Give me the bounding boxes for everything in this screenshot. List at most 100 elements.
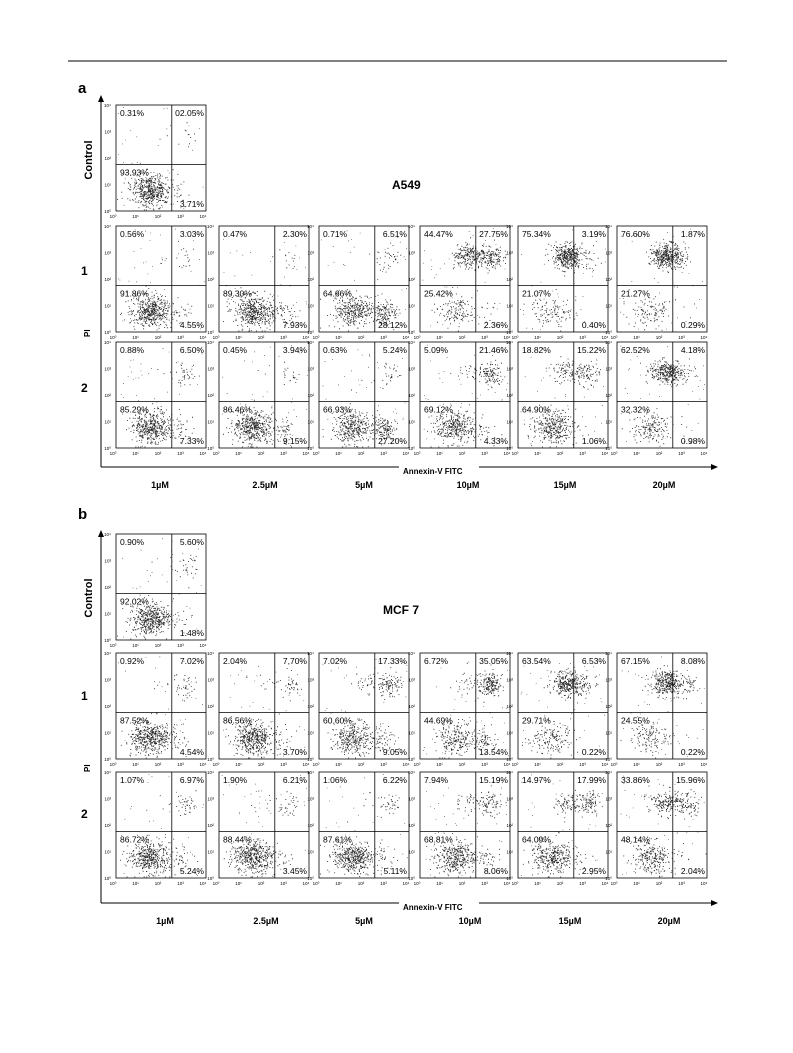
quadrant-lower-left: 87.61% bbox=[323, 834, 352, 844]
x-tick-label: 10³ bbox=[579, 881, 586, 886]
concentration-label: 2.5µM bbox=[252, 480, 277, 490]
quadrant-lower-left: 88.44% bbox=[223, 834, 252, 844]
x-tick-label: 10² bbox=[358, 335, 365, 340]
y-tick-label: 10¹ bbox=[506, 731, 513, 736]
x-tick-label: 10³ bbox=[177, 643, 184, 648]
plot-frame bbox=[517, 652, 609, 760]
x-tick-label: 10² bbox=[459, 881, 466, 886]
quadrant-lower-right: 7.33% bbox=[180, 436, 205, 446]
quadrant-lower-left: 21.07% bbox=[522, 288, 551, 298]
y-tick-label: 10⁴ bbox=[307, 651, 314, 656]
quadrant-lower-right: 3.71% bbox=[180, 199, 205, 209]
row-label-control: Control bbox=[83, 578, 95, 617]
y-tick-label: 10⁰ bbox=[408, 876, 415, 881]
concentration-label: 10µM bbox=[459, 916, 482, 926]
y-tick-label: 10³ bbox=[307, 797, 314, 802]
quadrant-upper-left: 0.45% bbox=[223, 345, 248, 355]
quadrant-lower-right: 3.70% bbox=[283, 747, 308, 757]
x-tick-label: 10² bbox=[557, 451, 564, 456]
y-tick-label: 10² bbox=[605, 393, 612, 398]
quadrant-lower-right: 9.05% bbox=[383, 747, 408, 757]
scatter-events bbox=[222, 345, 308, 448]
quadrant-upper-left: 7.94% bbox=[424, 775, 449, 785]
y-tick-label: 10⁰ bbox=[506, 757, 513, 762]
quadrant-lower-right: 8.06% bbox=[484, 866, 509, 876]
y-tick-label: 10¹ bbox=[104, 304, 111, 309]
x-tick-label: 10² bbox=[155, 643, 162, 648]
plot-frame bbox=[616, 225, 708, 333]
y-tick-label: 10² bbox=[408, 704, 415, 709]
x-tick-label: 10⁰ bbox=[512, 881, 519, 886]
x-tick-label: 10¹ bbox=[132, 335, 139, 340]
y-tick-label: 10⁰ bbox=[207, 446, 214, 451]
plot-frame bbox=[517, 225, 609, 333]
concentration-label: 5µM bbox=[355, 916, 373, 926]
x-tick-label: 10⁰ bbox=[313, 451, 320, 456]
y-tick-label: 10⁴ bbox=[605, 651, 612, 656]
quadrant-lower-right: 9.15% bbox=[283, 436, 308, 446]
x-tick-label: 10³ bbox=[579, 335, 586, 340]
y-tick-label: 10⁴ bbox=[207, 651, 214, 656]
y-tick-label: 10³ bbox=[207, 367, 214, 372]
quadrant-upper-left: 44.47% bbox=[424, 229, 453, 239]
plot-frame bbox=[318, 341, 410, 449]
quadrant-lower-right: 27.20% bbox=[378, 436, 407, 446]
x-tick-label: 10³ bbox=[380, 451, 387, 456]
y-tick-label: 10³ bbox=[207, 797, 214, 802]
quadrant-lower-right: 13.54% bbox=[479, 747, 508, 757]
x-tick-label: 10³ bbox=[481, 881, 488, 886]
x-tick-label: 10² bbox=[155, 451, 162, 456]
quadrant-upper-right: 4.18% bbox=[681, 345, 706, 355]
y-tick-label: 10¹ bbox=[307, 731, 314, 736]
quadrant-lower-left: 64.90% bbox=[522, 404, 551, 414]
scatter-events bbox=[620, 656, 705, 759]
quadrant-upper-left: 0.47% bbox=[223, 229, 248, 239]
x-tick-label: 10⁰ bbox=[313, 335, 320, 340]
y-tick-label: 10¹ bbox=[104, 183, 111, 188]
y-tick-label: 10¹ bbox=[408, 731, 415, 736]
cell-line-title: MCF 7 bbox=[383, 603, 419, 617]
x-tick-label: 10² bbox=[557, 762, 564, 767]
y-tick-label: 10¹ bbox=[408, 850, 415, 855]
x-tick-label: 10⁰ bbox=[414, 451, 421, 456]
x-tick-label: 10² bbox=[155, 881, 162, 886]
y-tick-label: 10³ bbox=[104, 130, 111, 135]
y-tick-label: 10⁴ bbox=[104, 224, 111, 229]
quadrant-upper-right: 5.60% bbox=[180, 537, 205, 547]
y-tick-label: 10⁰ bbox=[506, 876, 513, 881]
y-tick-label: 10³ bbox=[307, 367, 314, 372]
y-tick-label: 10² bbox=[307, 704, 314, 709]
quadrant-upper-left: 0.92% bbox=[120, 656, 145, 666]
y-tick-label: 10⁴ bbox=[104, 651, 111, 656]
quadrant-upper-left: 0.63% bbox=[323, 345, 348, 355]
y-tick-label: 10⁰ bbox=[408, 757, 415, 762]
y-tick-label: 10⁴ bbox=[605, 340, 612, 345]
quadrant-upper-left: 0.56% bbox=[120, 229, 145, 239]
x-tick-label: 10² bbox=[155, 762, 162, 767]
y-tick-label: 10⁰ bbox=[104, 638, 111, 643]
quadrant-lower-right: 1.06% bbox=[582, 436, 607, 446]
y-tick-label: 10⁴ bbox=[307, 770, 314, 775]
quadrant-upper-left: 0.88% bbox=[120, 345, 145, 355]
y-tick-label: 10⁰ bbox=[207, 757, 214, 762]
quadrant-lower-left: 32.32% bbox=[621, 404, 650, 414]
y-tick-label: 10⁰ bbox=[104, 209, 111, 214]
y-tick-label: 10¹ bbox=[506, 850, 513, 855]
panel-b: b MCF 7 Annexin-V FITC PI Control 1 2 1µM 2.5µM 5… bbox=[78, 506, 718, 926]
quadrant-lower-left: 64.09% bbox=[522, 834, 551, 844]
quadrant-lower-right: 0.40% bbox=[582, 320, 607, 330]
x-tick-label: 10⁰ bbox=[213, 335, 220, 340]
y-tick-label: 10⁰ bbox=[104, 330, 111, 335]
x-tick-label: 10² bbox=[557, 335, 564, 340]
x-tick-label: 10¹ bbox=[235, 881, 242, 886]
x-tick-label: 10⁰ bbox=[611, 451, 618, 456]
y-tick-label: 10³ bbox=[207, 251, 214, 256]
quadrant-upper-left: 7.02% bbox=[323, 656, 348, 666]
quadrant-lower-right: 0.98% bbox=[681, 436, 706, 446]
quadrant-lower-right: 5.11% bbox=[384, 866, 408, 876]
y-tick-label: 10⁰ bbox=[307, 330, 314, 335]
x-tick-label: 10⁰ bbox=[110, 881, 117, 886]
y-tick-label: 10⁰ bbox=[605, 876, 612, 881]
x-tick-label: 10⁴ bbox=[200, 881, 207, 886]
